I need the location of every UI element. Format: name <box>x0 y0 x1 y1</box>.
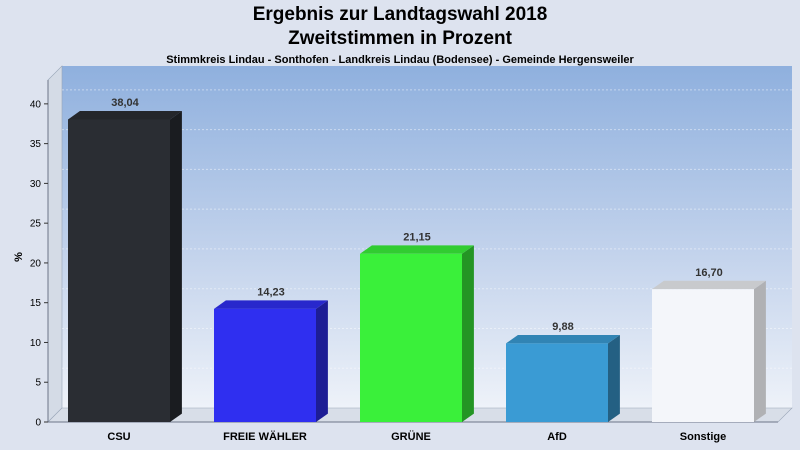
value-label: 16,70 <box>695 267 723 279</box>
y-tick-label: 40 <box>30 99 42 110</box>
y-tick-label: 0 <box>35 418 41 429</box>
y-tick-label: 30 <box>30 179 42 190</box>
y-tick-label: 5 <box>35 378 41 389</box>
value-label: 38,04 <box>111 97 139 109</box>
value-label: 21,15 <box>403 231 431 243</box>
y-tick-label: 25 <box>30 219 42 230</box>
y-tick-label: 35 <box>30 139 42 150</box>
category-label: CSU <box>107 431 130 443</box>
category-label: AfD <box>547 431 567 443</box>
category-label: GRÜNE <box>391 430 431 443</box>
y-tick-label: 15 <box>30 298 42 309</box>
y-axis-label: % <box>13 252 25 262</box>
bar-sonstige <box>652 280 766 422</box>
bar-afd <box>506 335 620 422</box>
value-label: 9,88 <box>552 321 573 333</box>
chart-subtitle: Zweitstimmen in Prozent <box>288 28 512 49</box>
chart-title: Ergebnis zur Landtagswahl 2018 <box>252 4 548 25</box>
bars: 38,04 14,23 21,15 9,88 16,70 <box>68 97 766 422</box>
x-axis-labels: CSU FREIE WÄHLER GRÜNE AfD Sonstige <box>107 430 726 443</box>
bar-csu <box>68 111 182 422</box>
y-tick-label: 20 <box>30 258 42 269</box>
bar-grüne <box>360 245 474 422</box>
value-label: 14,23 <box>257 286 285 298</box>
y-axis-ticks: 0 5 10 15 20 25 30 35 40 <box>30 99 48 429</box>
y-tick-label: 10 <box>30 338 42 349</box>
bar-freie-wähler <box>214 300 328 422</box>
chart-region: Stimmkreis Lindau - Sonthofen - Landkrei… <box>166 54 634 66</box>
category-label: FREIE WÄHLER <box>223 430 307 443</box>
category-label: Sonstige <box>680 431 726 443</box>
